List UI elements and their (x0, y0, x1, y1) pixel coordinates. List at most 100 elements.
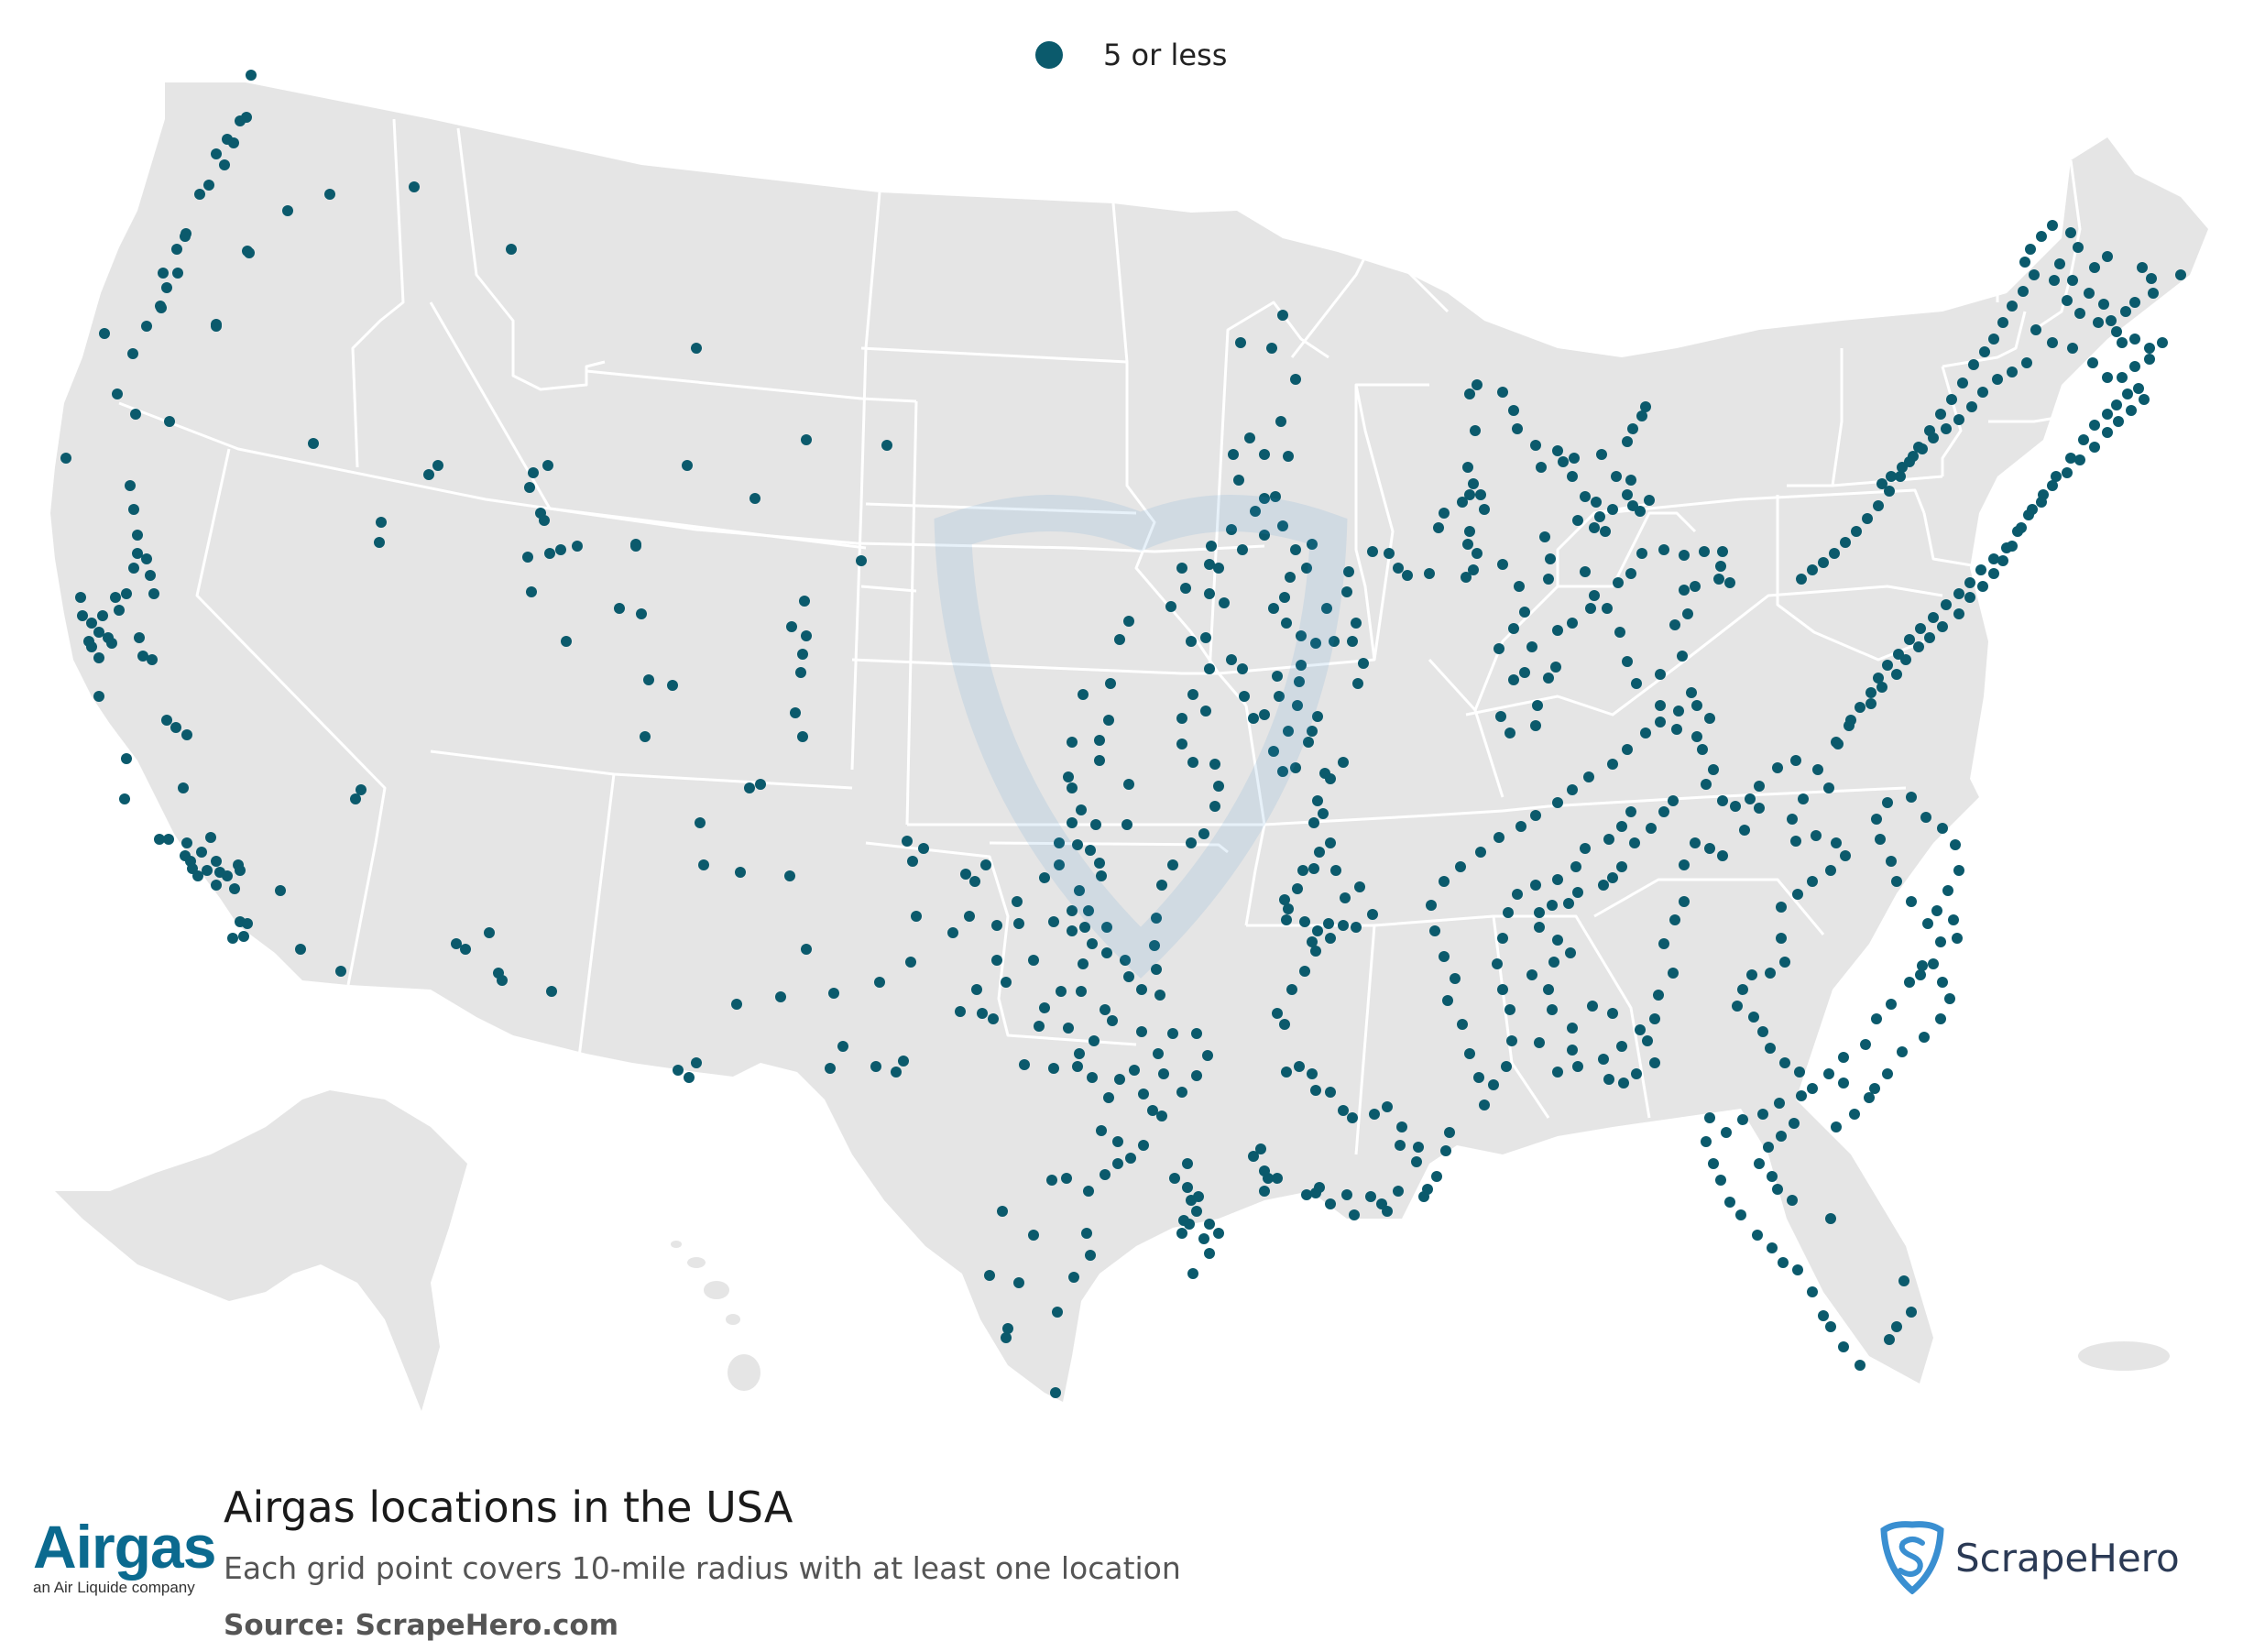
hawaii-island-2 (687, 1257, 706, 1268)
location-dot (1763, 1142, 1774, 1153)
source-credit: Source: ScrapeHero.com (224, 1609, 619, 1642)
location-dot (1209, 759, 1220, 770)
location-dot (1992, 374, 2003, 385)
airgas-wordmark: Airgas (33, 1513, 216, 1581)
location-dot (1935, 409, 1946, 420)
location-dot (1067, 817, 1078, 828)
location-dot (1765, 1043, 1776, 1054)
location-dot (1341, 1189, 1352, 1200)
location-dot (825, 1063, 836, 1074)
location-dot (1730, 801, 1741, 812)
location-dot (1444, 1127, 1455, 1138)
location-dot (1156, 880, 1167, 891)
location-dot (1028, 1230, 1039, 1241)
location-dot (350, 793, 361, 804)
location-dot (1013, 918, 1024, 929)
location-dot (1268, 603, 1279, 614)
location-dot (1840, 537, 1851, 548)
location-dot (1776, 1131, 1787, 1142)
location-dot (2144, 343, 2155, 354)
location-dot (1323, 918, 1334, 929)
location-dot (1292, 700, 1303, 711)
location-dot (161, 282, 172, 293)
location-dot (1310, 946, 1321, 957)
location-dot (1966, 401, 1977, 412)
location-dot (881, 440, 892, 451)
location-dot (1457, 497, 1468, 508)
location-dot (1167, 1028, 1178, 1039)
location-dot (1147, 1105, 1158, 1116)
location-dot (1186, 636, 1197, 647)
location-dot (2117, 372, 2128, 383)
location-dot (795, 667, 806, 678)
location-dot (148, 588, 159, 599)
location-dot (432, 460, 443, 471)
location-dot (1607, 872, 1618, 883)
location-dot (1774, 1098, 1785, 1109)
location-dot (1746, 969, 1757, 980)
location-dot (2089, 420, 2100, 431)
location-dot (1701, 779, 1712, 790)
hawaii-island-4 (726, 1314, 740, 1325)
location-dot (1787, 814, 1798, 825)
location-dot (1931, 905, 1942, 916)
location-dot (1583, 771, 1594, 782)
location-dot (1539, 531, 1550, 542)
location-dot (1103, 1092, 1114, 1103)
location-dot (528, 467, 539, 478)
location-dot (1154, 990, 1165, 1001)
location-dot (1600, 526, 1611, 537)
location-dot (1625, 475, 1636, 486)
location-dot (1585, 603, 1596, 614)
location-dot (1248, 1151, 1259, 1162)
location-dot (1495, 711, 1506, 722)
location-dot (1514, 581, 1525, 592)
location-dot (1169, 1173, 1180, 1184)
location-dot (1279, 1019, 1290, 1030)
location-dot (1715, 1175, 1726, 1186)
location-dot (1294, 1061, 1305, 1072)
location-dot (1475, 847, 1486, 858)
location-dot (1112, 1136, 1123, 1147)
location-dot (1644, 495, 1655, 506)
location-dot (1259, 449, 1270, 460)
location-dot (1439, 951, 1450, 962)
location-dot (1567, 618, 1578, 629)
location-dot (1530, 720, 1541, 731)
location-dot (1532, 700, 1543, 711)
location-dot (1640, 401, 1651, 412)
location-dot (1100, 1004, 1111, 1015)
location-dot (526, 586, 537, 597)
location-dot (1543, 984, 1554, 995)
location-dot (1671, 724, 1682, 735)
location-dot (1347, 1112, 1358, 1123)
location-dot (1565, 947, 1576, 958)
location-dot (1794, 1067, 1805, 1078)
location-dot (1052, 1307, 1063, 1318)
location-dot (1745, 793, 1756, 804)
location-dot (874, 977, 885, 988)
location-dot (1552, 445, 1563, 456)
location-dot (1440, 1145, 1451, 1156)
location-dot (2122, 388, 2133, 399)
location-dot (2113, 416, 2124, 427)
location-dot (1439, 876, 1450, 887)
location-dot (1704, 713, 1715, 724)
location-dot (1101, 947, 1112, 958)
location-dot (1105, 678, 1116, 689)
location-dot (1543, 673, 1554, 684)
location-dot (1078, 689, 1089, 700)
location-dot (2102, 251, 2113, 262)
location-dot (1825, 1321, 1836, 1332)
location-dot (1796, 574, 1807, 585)
location-dot (731, 999, 742, 1010)
location-dot (1876, 682, 1887, 693)
location-dot (141, 321, 152, 332)
location-dot (1039, 872, 1050, 883)
location-dot (1767, 1171, 1778, 1182)
location-dot (898, 1056, 909, 1067)
location-dot (1807, 876, 1818, 887)
location-dot (790, 707, 801, 718)
location-dot (1314, 1182, 1325, 1193)
location-dot (1572, 515, 1583, 526)
